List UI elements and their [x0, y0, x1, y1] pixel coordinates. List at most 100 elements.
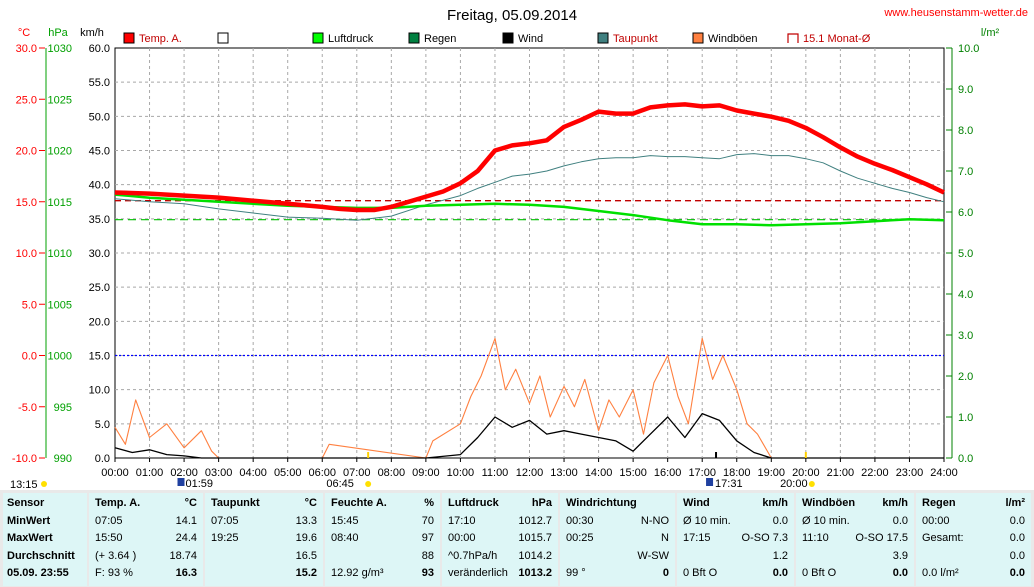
table-cell-label: (+ 3.64 ) [95, 549, 137, 562]
table-cell-value: km/h [762, 497, 788, 509]
table-cell-label: 15:45 [331, 514, 359, 527]
pressure-tick-label: 1000 [48, 351, 72, 363]
table-header: Feuchte A.% [325, 495, 440, 511]
website-label: www.heusenstamm-wetter.de [883, 7, 1028, 19]
table-row: 00:00 0.0 [916, 513, 1031, 529]
table-cell-value: 97 [421, 532, 434, 544]
table-cell-label: 0 Bft O [802, 567, 837, 579]
table-cell-value: 24.4 [175, 532, 197, 544]
x-tick-label: 13:00 [550, 467, 578, 479]
rain-tick-label: 6.0 [958, 207, 973, 219]
series-line [114, 337, 944, 459]
temp-unit-label: °C [18, 27, 30, 39]
table-cell-value: 15.2 [295, 567, 317, 579]
table-column: Luftdruck hPa 17:10 1012.7 00:00 1015.7 ^0.7hP… [442, 493, 558, 586]
pressure-tick-label: 990 [54, 453, 72, 465]
table-row: 11:10 O-SO 17.5 [796, 530, 914, 546]
temp-tick-label: 0.0 [22, 351, 37, 363]
legend-swatch [312, 32, 324, 44]
table-row: 00:25 N [560, 530, 675, 546]
wind-tick-label: 0.0 [95, 453, 110, 465]
table-cell-label: Taupunkt [211, 497, 260, 509]
x-tick-label: 18:00 [723, 467, 751, 479]
table-cell-value: °C [304, 497, 317, 509]
x-tick-label: 20:00 [792, 467, 820, 479]
table-header: Wind km/h [677, 495, 794, 511]
chart-title: Freitag, 05.09.2014 [447, 7, 577, 24]
table-cell-value: hPa [531, 497, 552, 509]
table-cell-value: 14.1 [175, 514, 197, 527]
rain-tick-label: 4.0 [958, 289, 973, 301]
series-line [114, 153, 945, 221]
series-line [114, 193, 945, 227]
temp-tick-label: 30.0 [16, 43, 37, 55]
table-cell-value: 1013.2 [518, 567, 552, 579]
table-cell-label: Durchschnitt [7, 549, 75, 562]
table-row: veränderlich 1013.2 [442, 565, 558, 581]
legend-item: Windböen [692, 32, 758, 45]
table-row: 0.0 l/m² 0.0 [916, 565, 1031, 581]
table-cell-label: Temp. A. [95, 497, 141, 509]
legend-item [217, 32, 229, 44]
table-header: Windböen km/h [796, 495, 914, 511]
table-cell-value: 1.2 [772, 549, 788, 562]
temp-tick-label: 10.0 [16, 248, 37, 260]
temp-tick-label: 15.0 [16, 197, 37, 209]
table-cell-value: N [661, 532, 669, 544]
moonset-label: 01:59 [186, 478, 214, 490]
table-cell-label: 07:05 [95, 514, 123, 527]
table-row: 15:50 24.4 [89, 530, 203, 546]
rain-tick-label: 5.0 [958, 248, 973, 260]
pressure-tick-label: 1030 [48, 43, 72, 55]
table-cell-value: 0.0 [1009, 514, 1025, 527]
moonrise-label: 17:31 [715, 478, 743, 490]
table-cell-label: 11:10 [802, 532, 829, 544]
table-column: Temp. A. °C 07:05 14.1 15:50 24.4 (+ 3.64 ) 18.… [89, 493, 203, 586]
wind-tick-label: 40.0 [89, 180, 110, 192]
table-header: Sensor [3, 495, 87, 511]
sunset-label: 20:00 [780, 478, 808, 490]
legend-item: 15.1 Monat-Ø [787, 33, 871, 45]
table-cell-value: 0.0 [892, 567, 908, 579]
table-row: 00:00 1015.7 [442, 530, 558, 546]
table-cell-value: 0.0 [772, 567, 788, 579]
table-cell-value: 1015.7 [518, 532, 552, 544]
summary-table: Sensor MinWert MaxWert Durchschnitt 05.09. 2… [0, 490, 1034, 587]
table-row: 07:05 14.1 [89, 513, 203, 529]
table-cell-label: 12.92 g/m³ [331, 567, 384, 579]
sun-icon [365, 481, 372, 487]
x-tick-label: 14:00 [585, 467, 613, 479]
table-cell-label: F: 93 % [95, 567, 133, 579]
wind-tick-label: 10.0 [89, 385, 110, 397]
series-line [114, 412, 944, 459]
legend-swatch [597, 32, 609, 44]
table-row: 15.2 [205, 565, 323, 581]
rain-tick-label: 3.0 [958, 330, 973, 342]
temp-tick-label: 25.0 [16, 94, 37, 106]
table-column: Windrichtung 00:30 N-NO 00:25 N W-SW 99 ° 0 [560, 493, 675, 586]
table-row: Ø 10 min. 0.0 [677, 513, 794, 529]
moon-icon [706, 478, 714, 486]
table-cell-label: 17:15 [683, 532, 711, 544]
pressure-tick-label: 995 [54, 402, 72, 414]
legend-item: Wind [502, 32, 543, 45]
table-column: Sensor MinWert MaxWert Durchschnitt 05.09. 2… [3, 493, 87, 586]
table-cell-label: 00:25 [566, 532, 594, 544]
table-row: 16.5 [205, 548, 323, 564]
sunrise-label: 06:45 [326, 478, 354, 490]
legend-label: 15.1 Monat-Ø [803, 33, 871, 45]
table-row: 0.0 [916, 548, 1031, 564]
x-tick-label: 17:00 [688, 467, 716, 479]
wind-tick-label: 25.0 [89, 282, 110, 294]
legend-swatch [217, 32, 229, 44]
x-tick-label: 00:00 [101, 467, 129, 479]
wind-tick-label: 35.0 [89, 214, 110, 226]
table-row: 17:10 1012.7 [442, 513, 558, 529]
marker-label: 13:15 [10, 479, 38, 490]
rain-tick-label: 1.0 [958, 412, 973, 424]
temp-tick-label: 20.0 [16, 146, 37, 158]
table-cell-label: Regen [922, 497, 956, 509]
table-header: Taupunkt °C [205, 495, 323, 511]
table-column: Taupunkt °C 07:05 13.3 19:25 19.6 16.5 15.2 [205, 493, 323, 586]
table-cell-value: 16.3 [175, 567, 197, 579]
